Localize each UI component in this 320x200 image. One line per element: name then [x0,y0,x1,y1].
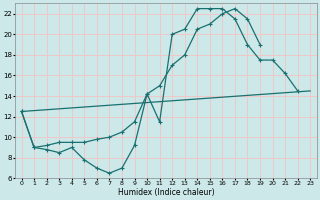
X-axis label: Humidex (Indice chaleur): Humidex (Indice chaleur) [117,188,214,197]
